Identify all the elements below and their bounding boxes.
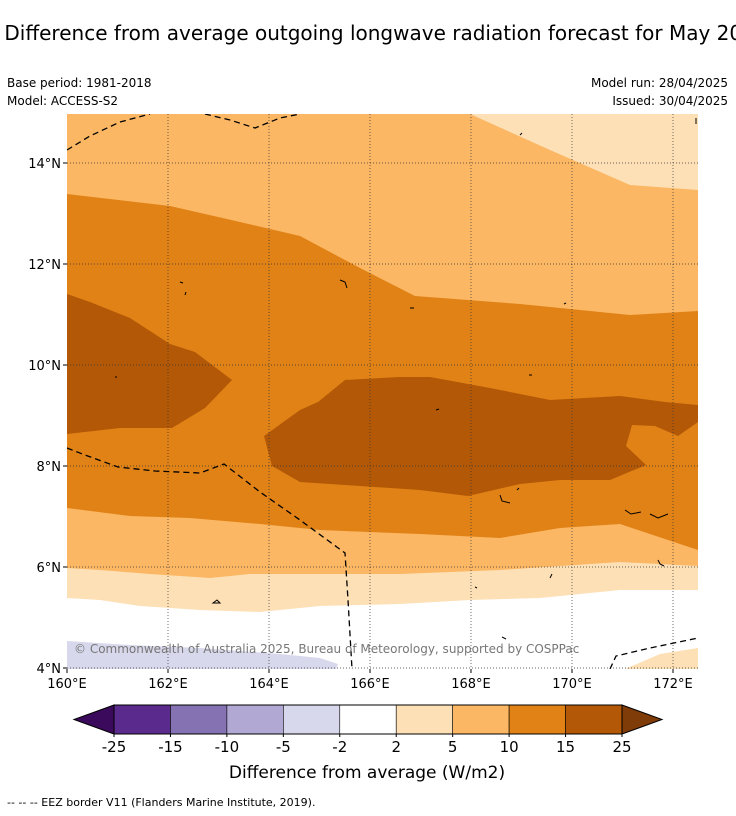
base-period: Base period: 1981-2018 bbox=[7, 76, 152, 90]
island-outlines bbox=[115, 118, 697, 640]
eez-borders bbox=[67, 114, 698, 669]
chart-title: Difference from average outgoing longwav… bbox=[4, 21, 736, 45]
contour-2-5-southeast-region bbox=[625, 648, 698, 669]
island bbox=[179, 281, 184, 284]
lon-tick-label: 164°E bbox=[249, 677, 289, 692]
lat-tick-label: 8°N bbox=[37, 460, 62, 475]
graticule bbox=[67, 114, 698, 669]
eez-border-southeast bbox=[609, 637, 698, 669]
lon-tick-label: 170°E bbox=[552, 677, 592, 692]
island bbox=[499, 494, 511, 504]
colorbar-tick-label: -5 bbox=[276, 738, 291, 756]
meta-right: Model run: 28/04/2025 Issued: 30/04/2025 bbox=[591, 74, 728, 110]
colorbar-extend-high bbox=[621, 704, 664, 735]
island bbox=[563, 302, 567, 305]
lon-tick-label: 166°E bbox=[350, 677, 390, 692]
eez-border-west-south bbox=[67, 447, 353, 669]
contour-15-25-west-region bbox=[67, 294, 232, 434]
colorbar: -25 -15 -10 -5 -2 2 5 10 15 25 bbox=[72, 704, 664, 756]
eez-footnote: -- -- -- EEZ border V11 (Flanders Marine… bbox=[7, 796, 316, 809]
island bbox=[549, 573, 553, 579]
colorbar-tick-label: -15 bbox=[158, 738, 183, 756]
longitude-axis: 160°E 162°E 164°E 166°E 168°E 170°E 172°E bbox=[47, 669, 693, 692]
colorbar-segment bbox=[339, 704, 397, 735]
lon-tick-label: 168°E bbox=[451, 677, 491, 692]
latitude-axis: 14°N 12°N 10°N 8°N 6°N 4°N bbox=[28, 157, 67, 677]
model-run: Model run: 28/04/2025 bbox=[590, 76, 728, 90]
colorbar-segment bbox=[113, 704, 171, 735]
lat-tick-label: 14°N bbox=[28, 157, 61, 172]
island bbox=[649, 513, 669, 519]
island bbox=[501, 636, 507, 640]
colorbar-segment bbox=[508, 704, 566, 735]
colorbar-segment bbox=[565, 704, 623, 735]
colorbar-tick-label: -2 bbox=[332, 738, 347, 756]
issued-date: Issued: 30/04/2025 bbox=[612, 94, 728, 108]
eez-border-north-central bbox=[204, 114, 301, 129]
colorbar-tick-label: -10 bbox=[215, 738, 240, 756]
lon-tick-label: 172°E bbox=[653, 677, 693, 692]
colorbar-segment bbox=[395, 704, 453, 735]
island bbox=[435, 408, 440, 411]
lon-tick-label: 162°E bbox=[148, 677, 188, 692]
meta-left: Base period: 1981-2018 Model: ACCESS-S2 bbox=[7, 74, 152, 110]
island bbox=[211, 599, 222, 604]
colorbar-segment bbox=[170, 704, 228, 735]
island bbox=[657, 559, 665, 567]
colorbar-tick-label: 5 bbox=[448, 738, 458, 756]
colorbar-segment bbox=[452, 704, 510, 735]
colorbar-tick-label: 10 bbox=[500, 738, 519, 756]
lat-tick-label: 10°N bbox=[28, 359, 61, 374]
lat-tick-label: 6°N bbox=[37, 561, 62, 576]
lon-tick-label: 160°E bbox=[47, 677, 87, 692]
lat-tick-label: 4°N bbox=[37, 662, 62, 677]
colorbar-outline bbox=[113, 704, 623, 735]
colorbar-segment bbox=[283, 704, 341, 735]
colorbar-segment bbox=[226, 704, 284, 735]
model-name: Model: ACCESS-S2 bbox=[7, 94, 119, 108]
map-plot-area bbox=[67, 114, 698, 669]
island bbox=[184, 291, 187, 296]
eez-border-north bbox=[67, 114, 151, 151]
colorbar-tick-label: 25 bbox=[612, 738, 631, 756]
island bbox=[519, 132, 523, 136]
contour-neg2-neg5-region bbox=[67, 641, 338, 669]
colorbar-extend-low bbox=[72, 704, 115, 735]
colorbar-tick-label: 15 bbox=[556, 738, 575, 756]
island bbox=[624, 509, 642, 515]
colorbar-tick-label: 2 bbox=[391, 738, 401, 756]
colorbar-tick-label: -25 bbox=[102, 738, 127, 756]
island bbox=[339, 279, 348, 289]
copyright-watermark: © Commonwealth of Australia 2025, Bureau… bbox=[74, 642, 579, 656]
lat-tick-label: 12°N bbox=[28, 258, 61, 273]
colorbar-label: Difference from average (W/m2) bbox=[229, 763, 505, 783]
island bbox=[516, 487, 520, 491]
island bbox=[474, 586, 478, 589]
